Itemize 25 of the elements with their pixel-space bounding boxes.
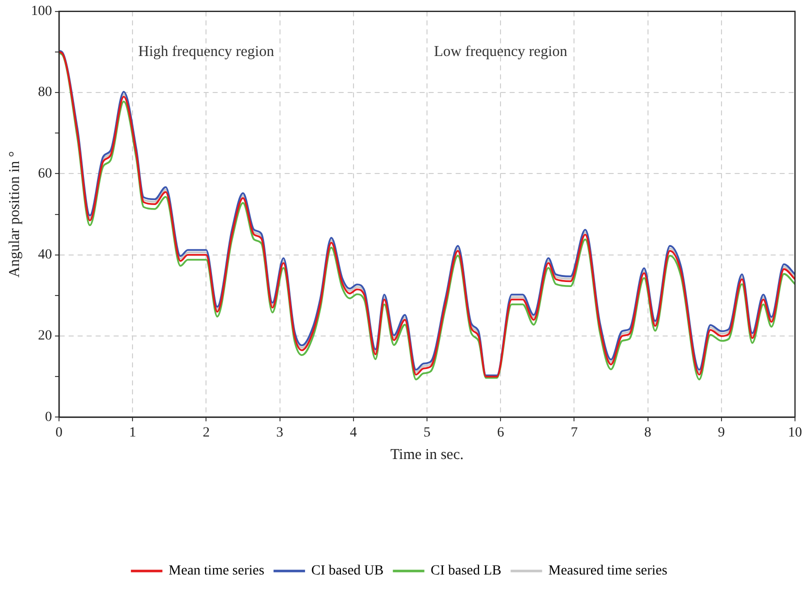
- x-tick-label: 4: [350, 425, 357, 440]
- y-axis-title: Angular position in °: [6, 151, 23, 278]
- x-axis-title: Time in sec.: [390, 446, 464, 463]
- y-tick-label: 100: [31, 4, 52, 20]
- x-tick-label: 7: [570, 425, 578, 440]
- annotation: Low frequency region: [434, 44, 568, 60]
- x-tick-label: 1: [129, 425, 136, 440]
- x-tick-label: 3: [276, 425, 284, 440]
- x-tick-label: 5: [424, 425, 430, 440]
- legend-label: CI based LB: [430, 564, 502, 579]
- y-tick-label: 40: [38, 248, 52, 263]
- y-tick-label: 80: [38, 85, 52, 100]
- x-tick-label: 10: [788, 425, 802, 440]
- legend-label: CI based UB: [311, 564, 384, 579]
- x-tick-label: 9: [718, 425, 725, 440]
- x-tick-label: 0: [56, 425, 62, 440]
- x-tick-label: 6: [497, 425, 504, 440]
- legend-label: Mean time series: [168, 564, 264, 579]
- x-tick-label: 8: [644, 425, 652, 440]
- x-tick-label: 2: [202, 425, 210, 440]
- y-tick-label: 20: [38, 328, 52, 344]
- y-tick-label: 0: [45, 410, 52, 425]
- legend-label: Measured time series: [548, 564, 668, 579]
- annotation: High frequency region: [138, 44, 275, 60]
- y-tick-label: 60: [38, 166, 52, 182]
